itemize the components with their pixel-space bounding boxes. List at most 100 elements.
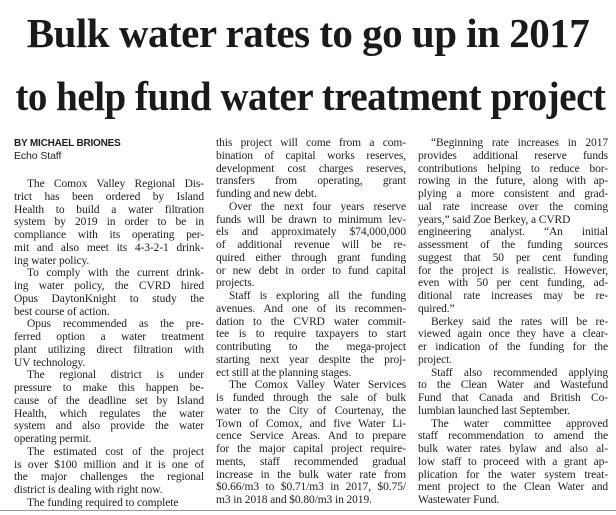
text-line: plication for the water system treat-: [418, 468, 608, 481]
text-line: contributing to the mega-project: [216, 341, 406, 353]
text-line: mit and also meet its 4-3-2-1 drink-: [14, 241, 204, 254]
text-line: funding and new debt.: [216, 188, 317, 200]
text-line: the major challenges the regional: [14, 471, 204, 484]
text-line: ing water policy.: [14, 254, 90, 267]
text-line: staff recommendation to amend the: [418, 430, 608, 443]
paragraph: The Comox Valley Regional Dis-trict has …: [14, 178, 204, 267]
text-line: plying a more consistent and grad-: [418, 188, 608, 200]
paragraph: “Beginning rate increases in 2017 provide…: [418, 137, 608, 226]
text-line: for the project is realistic. However,: [418, 264, 608, 277]
text-line: quired.”: [418, 302, 455, 315]
text-line: The water committee approved: [431, 417, 608, 430]
text-line: best course of action.: [14, 305, 110, 318]
text-line: years,” said Zoe Berkey, a CVRD: [418, 213, 571, 226]
text-line: Berkey said the rates will be re-: [431, 315, 608, 328]
bottom-rule: [0, 510, 616, 511]
text-line: viewed again once they have a clear-: [418, 328, 608, 341]
text-line: The regional district is under: [27, 369, 204, 382]
text-line: UV technology.: [14, 356, 86, 369]
text-line: or new debt in order to fund capital: [216, 264, 406, 277]
paragraph: engineering analyst. “An initial assessme…: [418, 226, 608, 315]
text-line: pressure to make this happen be-: [14, 382, 204, 394]
text-line: ual rate increase over the coming: [418, 200, 608, 213]
text-line: project.: [418, 353, 453, 366]
text-line: even with 50 per cent funding, ad-: [418, 277, 608, 290]
text-line: is over $100 million and it is one of: [14, 458, 204, 471]
text-line: system and also provide the water: [14, 420, 204, 433]
text-line: suggest that 50 per cent funding: [418, 251, 608, 264]
text-line: for the major capital project require-: [216, 443, 406, 455]
paragraph: Staff is exploring all the funding avenue…: [216, 290, 406, 379]
paragraph: this project will come from a com-binati…: [216, 137, 406, 201]
text-line: trict has been ordered by Island: [14, 190, 204, 203]
text-line: The Comox Valley Regional Dis-: [27, 178, 204, 190]
text-line: transfers from operating, grant: [216, 175, 406, 188]
headline-line-1: Bulk water rates to go up in 2017: [0, 8, 616, 58]
text-line: starting next year despite the proj-: [216, 353, 406, 366]
text-line: The funding required to complete: [27, 496, 179, 509]
text-line: rowing in the future, along with ap-: [418, 175, 608, 188]
headline-line-2: to help fund water treatment project: [0, 71, 616, 121]
article-column-3: “Beginning rate increases in 2017 provide…: [418, 137, 608, 507]
text-line: ments, staff recommended gradual: [216, 455, 406, 468]
text-line: Opus recommended as the pre-: [27, 318, 204, 331]
text-line: is funded through the sale of bulk: [216, 392, 406, 404]
paragraph: Opus recommended as the pre-ferred optio…: [14, 318, 204, 369]
text-line: of additional revenue will be re-: [216, 239, 406, 251]
text-line: bination of capital works reserves,: [216, 149, 406, 162]
text-line: ment project to the Clean Water and: [418, 481, 608, 494]
text-line: to the Clean Water and Wastefund: [418, 379, 608, 392]
text-line: Health, which regulates the water: [14, 407, 204, 420]
text-line: Opus DaytonKnight to study the: [14, 292, 204, 305]
byline-affiliation: Echo Staff: [14, 150, 62, 162]
text-line: Fund that Canada and British Co-: [418, 392, 608, 404]
text-line: Staff is exploring all the funding: [229, 290, 406, 302]
text-line: ferred option a water treatment: [14, 331, 204, 343]
text-line: avenues. And one of its recommen-: [216, 302, 406, 315]
text-line: els and approximately $74,000,000: [216, 226, 406, 239]
text-line: plant utilizing direct filtration with: [14, 343, 204, 356]
text-line: operating permit.: [14, 433, 92, 445]
text-line: The Comox Valley Water Services: [229, 379, 406, 392]
text-line: provides additional reserve funds: [418, 149, 608, 162]
text-line: water to the City of Courtenay, the: [216, 404, 406, 417]
article-column-2: this project will come from a com-binati…: [216, 137, 406, 507]
paragraph: To comply with the current drink-ing wat…: [14, 267, 204, 318]
text-line: lumbian launched last September.: [418, 404, 571, 417]
text-line: quired either through grant funding: [216, 251, 406, 264]
text-line: bulk water rates bylaw and also al-: [418, 443, 608, 455]
text-line: Staff also recommended applying: [431, 366, 608, 379]
text-line: compliance with its operating per-: [14, 229, 204, 241]
text-line: development cost charges reserves,: [216, 162, 406, 175]
text-line: Wastewater Fund.: [418, 494, 500, 506]
text-line: engineering analyst. “An initial: [418, 226, 608, 239]
text-line: dation to the CVRD water commit-: [216, 315, 406, 328]
paragraph: The funding required to complete: [14, 497, 204, 510]
paragraph: The Comox Valley Water Services is funded…: [216, 379, 406, 507]
byline: BY MICHAEL BRIONES: [14, 138, 121, 149]
text-line: Health to build a water filtration: [14, 203, 204, 216]
headline-line-1-text: Bulk water rates to go up in 2017: [26, 10, 590, 56]
text-line: contributions helping to reduce bor-: [418, 162, 608, 175]
text-line: projects.: [216, 277, 255, 290]
paragraph: The regional district is under pressure t…: [14, 369, 204, 446]
text-line: ditional rate increases may be re-: [418, 290, 608, 302]
headline-line-2-text: to help fund water treatment project: [15, 73, 606, 119]
text-line: low staff to proceed with a grant ap-: [418, 455, 608, 468]
text-line: cence Service Areas. And to prepare: [216, 430, 406, 443]
text-line: increase in the bulk water rate from: [216, 468, 406, 481]
paragraph: Staff also recommended applying to the Cl…: [418, 367, 608, 418]
text-line: this project will come from a com-: [216, 137, 406, 149]
text-line: system by 2019 in order to be in: [14, 216, 204, 229]
text-line: district is dealing with right now.: [14, 484, 163, 496]
text-line: ect still at the planning stages.: [216, 366, 352, 379]
text-line: tee is to require taxpayers to start: [216, 328, 406, 341]
text-line: The estimated cost of the project: [27, 445, 204, 458]
paragraph: The estimated cost of the project is over…: [14, 446, 204, 497]
text-line: ing water policy, the CVRD hired: [14, 280, 204, 292]
text-line: To comply with the current drink-: [27, 267, 204, 280]
paragraph: Berkey said the rates will be re-viewed …: [418, 316, 608, 367]
text-line: Over the next four years reserve: [229, 200, 406, 213]
paragraph: Over the next four years reserve funds wi…: [216, 201, 406, 290]
text-line: er indication of the funding for the: [418, 341, 608, 353]
